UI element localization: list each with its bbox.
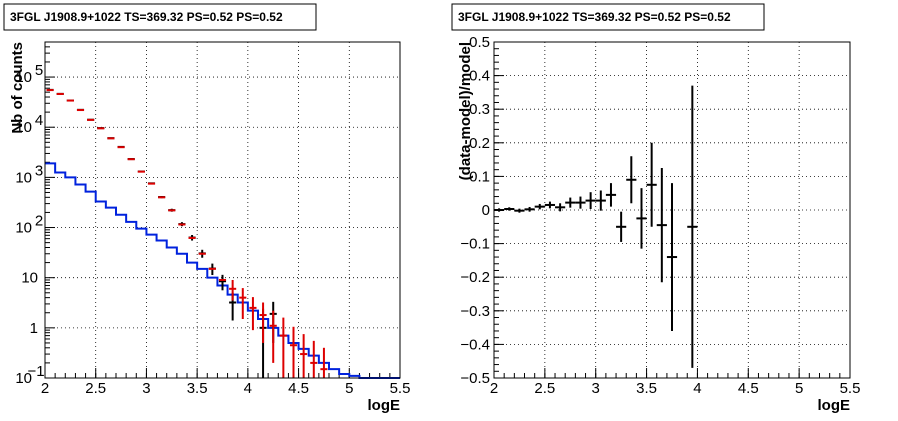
left-y-tick-exponent: 4 (35, 112, 43, 129)
right-y-tick-label: 0.4 (469, 68, 490, 85)
left-x-axis-label: logE (368, 397, 401, 414)
right-x-tick-label: 5 (795, 380, 803, 397)
left-x-tick-label: 3.5 (187, 380, 208, 397)
left-grid (45, 42, 400, 378)
left-y-tick-exponent: 2 (35, 213, 43, 230)
right-title-box (451, 3, 765, 31)
residual-point (534, 203, 545, 210)
left-x-tick-label: 2.5 (85, 380, 106, 397)
data-point (218, 274, 227, 291)
residual-point (544, 201, 556, 209)
right-y-tick-label: 0.1 (469, 168, 490, 185)
left-y-tick-label: 10 (15, 370, 32, 387)
right-y-tick-label: −0.4 (460, 336, 490, 353)
residual-point (595, 190, 606, 211)
model-point (300, 334, 308, 378)
residual-point (646, 142, 657, 227)
right-x-tick-label: 5.5 (840, 380, 861, 397)
left-y-tick-label: 1 (30, 320, 38, 337)
residual-point (504, 207, 515, 211)
right-x-tick-label: 2.5 (534, 380, 555, 397)
left-y-tick-label: 10 (15, 169, 32, 186)
right-grid (494, 42, 850, 378)
background-model-histogram (45, 162, 400, 379)
left-frame (44, 41, 401, 379)
residual-point (605, 183, 617, 207)
left-y-tick-label: 10 (15, 119, 32, 136)
residuals-panel: 3FGL J1908.9+1022 TS=369.32 PS=0.52 PS=0… (451, 3, 860, 414)
right-y-tick-label: −0.5 (460, 370, 490, 387)
right-y-tick-label: 0.5 (469, 34, 490, 51)
model-point (320, 347, 328, 378)
residual-point (666, 183, 678, 331)
model-point (229, 279, 237, 301)
residual-point (656, 168, 667, 283)
right-axes: 2 2.5 3 3.5 4 4.5 5 5.5 0.5 0.4 0.3 0.2 0.1 0 −0.1 −0.2… (460, 34, 860, 397)
residual-point (555, 203, 566, 212)
left-title-box (3, 3, 317, 31)
model-point (269, 310, 277, 363)
left-y-tick-exponent: 5 (35, 62, 43, 79)
residual-point (616, 211, 627, 242)
right-x-tick-label: 4.5 (738, 380, 759, 397)
right-x-axis-label: logE (818, 397, 851, 414)
left-y-tick-label: 10 (15, 69, 32, 86)
model-point (239, 288, 247, 320)
residual-point (575, 196, 586, 209)
residual-point (626, 156, 637, 204)
residual-point (585, 192, 596, 209)
left-x-tick-label: 3 (142, 380, 150, 397)
right-x-tick-label: 3 (592, 380, 600, 397)
right-y-tick-label: −0.1 (460, 236, 490, 253)
residual-point (565, 197, 576, 208)
left-x-tick-label: 5 (345, 380, 353, 397)
left-x-tick-label: 4.5 (288, 380, 309, 397)
model-point (249, 297, 257, 331)
left-y-tick-exponent: −1 (27, 363, 44, 380)
model-point (279, 317, 287, 378)
right-y-tick-label: 0.2 (469, 135, 490, 152)
right-x-tick-label: 2 (490, 380, 498, 397)
left-y-axis-label: Nb of counts (9, 42, 26, 134)
right-y-axis-label: (data-model)/model (457, 42, 474, 180)
right-x-tick-label: 4 (693, 380, 701, 397)
left-chart-title: 3FGL J1908.9+1022 TS=369.32 PS=0.52 PS=0… (10, 10, 283, 24)
left-plot-area (45, 88, 400, 379)
left-y-tick-label: 10 (15, 220, 32, 237)
right-y-tick-label: −0.3 (460, 303, 490, 320)
residual-point (687, 85, 698, 368)
model-point (310, 340, 318, 378)
residual-point (494, 208, 505, 212)
counts-histogram-panel: 3FGL J1908.9+1022 TS=369.32 PS=0.52 PS=0… (3, 3, 411, 414)
left-x-tick-label: 2 (41, 380, 49, 397)
right-y-tick-label: 0 (482, 202, 490, 219)
residual-point (524, 206, 535, 212)
right-x-tick-label: 3.5 (636, 380, 657, 397)
right-plot-area (494, 85, 698, 368)
right-y-tick-label: 0.3 (469, 101, 490, 118)
right-chart-title: 3FGL J1908.9+1022 TS=369.32 PS=0.52 PS=0… (458, 10, 731, 24)
left-y-tick-label: 10 (21, 270, 38, 287)
residual-point (514, 208, 525, 213)
residual-point (636, 188, 647, 249)
left-y-tick-exponent: 3 (35, 162, 43, 179)
right-frame (493, 41, 851, 379)
left-x-tick-label: 5.5 (390, 380, 411, 397)
model-point (259, 302, 267, 343)
model-point (289, 326, 298, 378)
right-y-tick-label: −0.2 (460, 269, 490, 286)
left-x-tick-label: 4 (244, 380, 252, 397)
